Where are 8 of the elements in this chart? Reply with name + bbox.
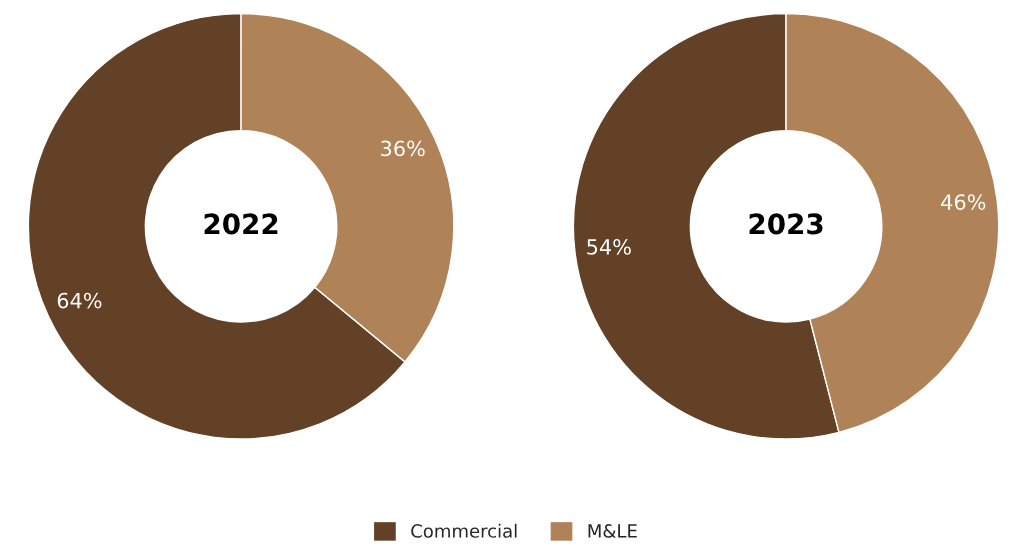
text: 2022 [204, 213, 278, 235]
text: 2023 [749, 213, 823, 235]
data-label: 36% [381, 140, 425, 157]
legend-label: M&LE [588, 524, 637, 538]
data-label: 54% [587, 239, 631, 255]
data-label: 46% [941, 194, 986, 210]
legend-label: Commercial [411, 523, 517, 538]
data-label: 64% [57, 292, 102, 309]
